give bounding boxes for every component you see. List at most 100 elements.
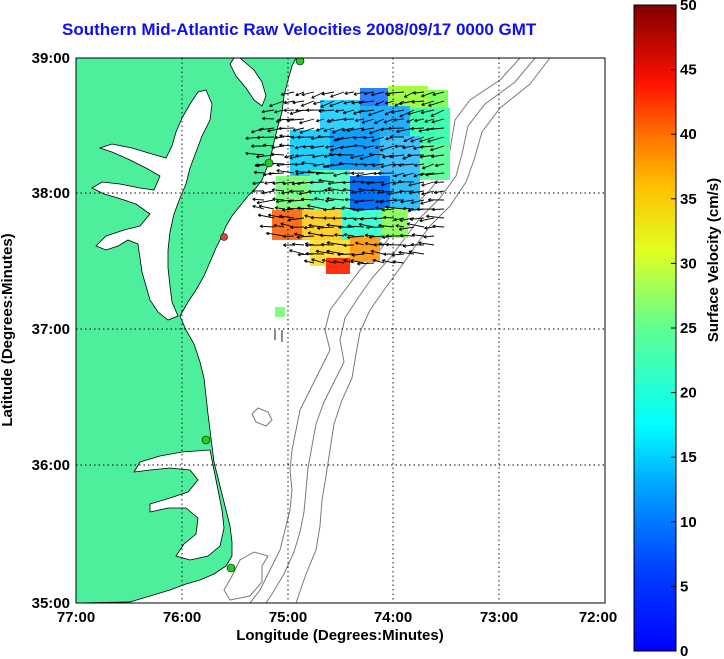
velocity-arrow <box>343 109 355 114</box>
velocity-arrowhead <box>421 93 425 98</box>
velocity-arrowhead <box>282 208 286 212</box>
velocity-arrowhead <box>431 154 435 159</box>
velocity-arrow <box>398 251 415 255</box>
y-tick-label: 39:00 <box>32 50 70 67</box>
velocity-arrow <box>432 208 445 211</box>
velocity-arrow <box>308 224 325 228</box>
velocity-arrowhead <box>385 234 389 238</box>
velocity-arrowhead <box>408 250 412 254</box>
velocity-arrow <box>419 217 435 222</box>
velocity-arrow <box>430 145 445 151</box>
velocity-arrow <box>304 260 315 264</box>
velocity-arrowhead <box>357 262 361 266</box>
velocity-arrowhead <box>307 231 312 236</box>
velocity-arrowhead <box>291 135 295 140</box>
velocity-arrowhead <box>366 225 370 230</box>
velocity-arrow <box>431 154 445 158</box>
velocity-arrowhead <box>337 153 341 157</box>
velocity-arrow <box>266 232 285 237</box>
velocity-arrow <box>399 109 415 118</box>
velocity-arrow <box>278 127 295 129</box>
velocity-arrowhead <box>421 102 425 106</box>
station-marker <box>220 233 228 241</box>
velocity-arrow <box>402 172 415 177</box>
velocity-arrow <box>252 181 265 185</box>
velocity-arrow <box>268 172 285 175</box>
velocity-arrowhead <box>326 241 330 245</box>
velocity-arrowhead <box>283 243 287 247</box>
velocity-arrowhead <box>317 226 321 230</box>
colorbar-tick-label: 10 <box>680 514 697 531</box>
velocity-arrowhead <box>359 156 363 161</box>
velocity-arrowhead <box>252 197 256 202</box>
velocity-arrowhead <box>292 242 296 247</box>
velocity-arrowhead <box>434 180 438 185</box>
velocity-arrow <box>410 127 425 130</box>
velocity-arrowhead <box>327 186 331 191</box>
velocity-arrow <box>351 190 365 193</box>
velocity-arrow <box>324 189 335 192</box>
velocity-arrow <box>402 145 415 149</box>
velocity-arrowhead <box>341 128 346 132</box>
velocity-arrowhead <box>402 206 407 211</box>
velocity-arrowhead <box>368 152 372 157</box>
velocity-arrow <box>251 127 265 133</box>
x-axis: 77:00 76:00 75:00 74:00 73:00 72:00 Long… <box>57 609 617 644</box>
velocity-arrowhead <box>387 191 391 196</box>
velocity-arrowhead <box>329 103 333 108</box>
velocity-arrowhead <box>413 146 417 150</box>
velocity-arrowhead <box>363 91 367 96</box>
velocity-arrow <box>272 181 285 185</box>
velocity-arrow <box>301 162 315 165</box>
velocity-arrowhead <box>419 139 423 143</box>
velocity-arrow <box>279 135 295 138</box>
velocity-arrow <box>280 91 295 96</box>
velocity-arrow <box>355 242 365 246</box>
velocity-arrow <box>364 242 375 246</box>
velocity-arrowhead <box>256 135 260 140</box>
velocity-arrowhead <box>292 128 297 132</box>
colorbar-tick-label: 50 <box>680 0 697 14</box>
velocity-arrow <box>329 100 345 107</box>
velocity-arrowhead <box>251 129 255 134</box>
velocity-arrowhead <box>251 144 255 148</box>
velocity-arrowhead <box>373 216 377 221</box>
velocity-arrow <box>412 234 425 237</box>
velocity-arrowhead <box>305 243 309 248</box>
velocity-arrow <box>256 154 275 158</box>
velocity-arrowhead <box>403 94 408 98</box>
velocity-arrow <box>372 259 385 264</box>
velocity-arrow <box>276 199 295 202</box>
velocity-arrow <box>326 250 345 255</box>
velocity-arrowhead <box>399 233 403 238</box>
velocity-arrowhead <box>310 215 314 220</box>
velocity-arrow <box>368 109 385 116</box>
velocity-arrowhead <box>387 126 392 131</box>
velocity-arrowhead <box>304 214 308 218</box>
velocity-arrow <box>262 117 275 120</box>
velocity-arrowhead <box>385 242 389 247</box>
velocity-arrowhead <box>410 139 414 143</box>
velocity-arrow <box>334 234 345 237</box>
velocity-arrow <box>253 171 265 174</box>
velocity-arrow <box>359 154 375 160</box>
velocity-arrow <box>256 136 275 139</box>
velocity-arrowhead <box>270 152 274 157</box>
velocity-arrowhead <box>382 155 386 159</box>
velocity-arrowhead <box>418 129 422 133</box>
velocity-arrowhead <box>305 251 309 256</box>
velocity-arrowhead <box>370 249 374 254</box>
velocity-arrowhead <box>332 130 336 134</box>
velocity-arrowhead <box>358 222 363 227</box>
velocity-arrow <box>311 91 325 99</box>
velocity-arrow <box>403 136 415 142</box>
velocity-arrowhead <box>266 231 270 236</box>
velocity-arrow <box>344 91 355 95</box>
velocity-arrowhead <box>279 214 283 219</box>
velocity-arrow <box>256 199 275 204</box>
velocity-arrowhead <box>268 171 272 176</box>
velocity-arrowhead <box>353 217 357 221</box>
velocity-arrow <box>409 217 425 220</box>
velocity-arrow <box>370 250 385 255</box>
velocity-arrowhead <box>261 190 265 195</box>
